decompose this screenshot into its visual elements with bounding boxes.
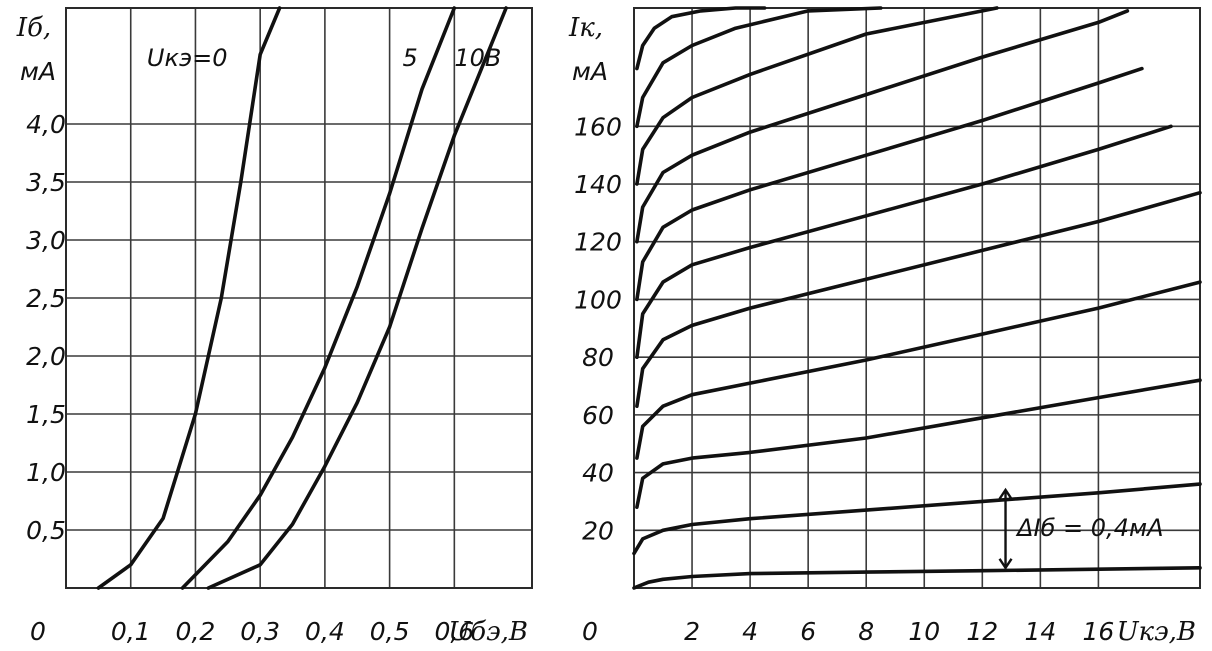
delta-arrow-head-up bbox=[998, 487, 1013, 500]
curve-label: 5 bbox=[403, 44, 418, 72]
y-tick-label: 3,0 bbox=[26, 226, 66, 255]
y-axis-unit: мА bbox=[20, 57, 56, 86]
y-tick-label: 4,0 bbox=[26, 110, 66, 139]
curve-series-1 bbox=[96, 6, 282, 590]
x-tick-label: 0,4 bbox=[305, 617, 345, 646]
x-tick-label: 0,1 bbox=[111, 617, 151, 646]
y-tick-label: 1,0 bbox=[26, 458, 66, 487]
y-axis-unit: мА bbox=[572, 57, 608, 86]
curve-series-11 bbox=[635, 6, 767, 71]
x-tick-label: 0,5 bbox=[370, 617, 410, 646]
curve-series-3 bbox=[206, 6, 508, 590]
x-tick-label: 16 bbox=[1083, 617, 1115, 646]
curve-series-10 bbox=[635, 6, 883, 129]
x-tick-label: 14 bbox=[1024, 617, 1056, 646]
y-tick-label: 60 bbox=[582, 401, 614, 430]
plot-frame bbox=[65, 7, 533, 589]
curve-series-9 bbox=[635, 6, 999, 186]
plot-1 bbox=[65, 6, 533, 590]
y-tick-label: 2,5 bbox=[26, 284, 66, 313]
curve-series-7 bbox=[635, 66, 1144, 302]
y-tick-label: 120 bbox=[574, 228, 622, 257]
y-axis-label: Iк, bbox=[568, 13, 603, 43]
x-axis-label: Uкэ,В bbox=[1117, 617, 1196, 647]
delta-arrow-head-down bbox=[998, 558, 1013, 570]
plot-2 bbox=[632, 6, 1202, 590]
x-tick-label: 4 bbox=[742, 617, 758, 646]
curve-series-3 bbox=[635, 378, 1202, 510]
y-tick-label: 140 bbox=[574, 170, 622, 199]
x-tick-label: 0,2 bbox=[176, 617, 216, 646]
curve-series-1 bbox=[632, 565, 1202, 590]
curve-series-2 bbox=[180, 6, 457, 590]
x-tick-label: 10 bbox=[908, 617, 940, 646]
delta-annotation: ΔIб = 0,4мА bbox=[1015, 514, 1163, 542]
y-tick-label: 1,5 bbox=[26, 400, 66, 429]
curve-series-8 bbox=[635, 9, 1130, 244]
y-tick-label: 3,5 bbox=[26, 168, 66, 197]
x-tick-label: 2 bbox=[684, 617, 700, 646]
y-tick-label: 100 bbox=[574, 285, 622, 314]
y-tick-label: 0,5 bbox=[26, 516, 66, 545]
x-axis-label: Uбэ,В bbox=[448, 617, 528, 647]
plot-frame bbox=[633, 7, 1201, 589]
curve-series-4 bbox=[635, 280, 1202, 460]
x-tick-label: 6 bbox=[800, 617, 816, 646]
x-tick-label: 0,3 bbox=[240, 617, 280, 646]
x-tick-label: 8 bbox=[858, 617, 874, 646]
y-tick-label: 2,0 bbox=[26, 342, 66, 371]
curve-label: 10В bbox=[454, 44, 501, 72]
curve-series-5 bbox=[635, 190, 1202, 409]
x-tick-label: 12 bbox=[966, 617, 998, 646]
y-axis-label: Iб, bbox=[16, 13, 51, 43]
y-tick-label: 20 bbox=[582, 516, 614, 545]
curve-label: Uкэ=0 bbox=[147, 44, 228, 72]
y-tick-label: 40 bbox=[582, 459, 614, 488]
curve-series-6 bbox=[635, 124, 1173, 360]
origin-label: 0 bbox=[30, 617, 46, 646]
curve-series-2 bbox=[632, 482, 1202, 556]
origin-label: 0 bbox=[582, 617, 598, 646]
x-tick-label: 0,6 bbox=[434, 617, 474, 646]
y-tick-label: 80 bbox=[582, 343, 614, 372]
y-tick-label: 160 bbox=[574, 112, 622, 141]
